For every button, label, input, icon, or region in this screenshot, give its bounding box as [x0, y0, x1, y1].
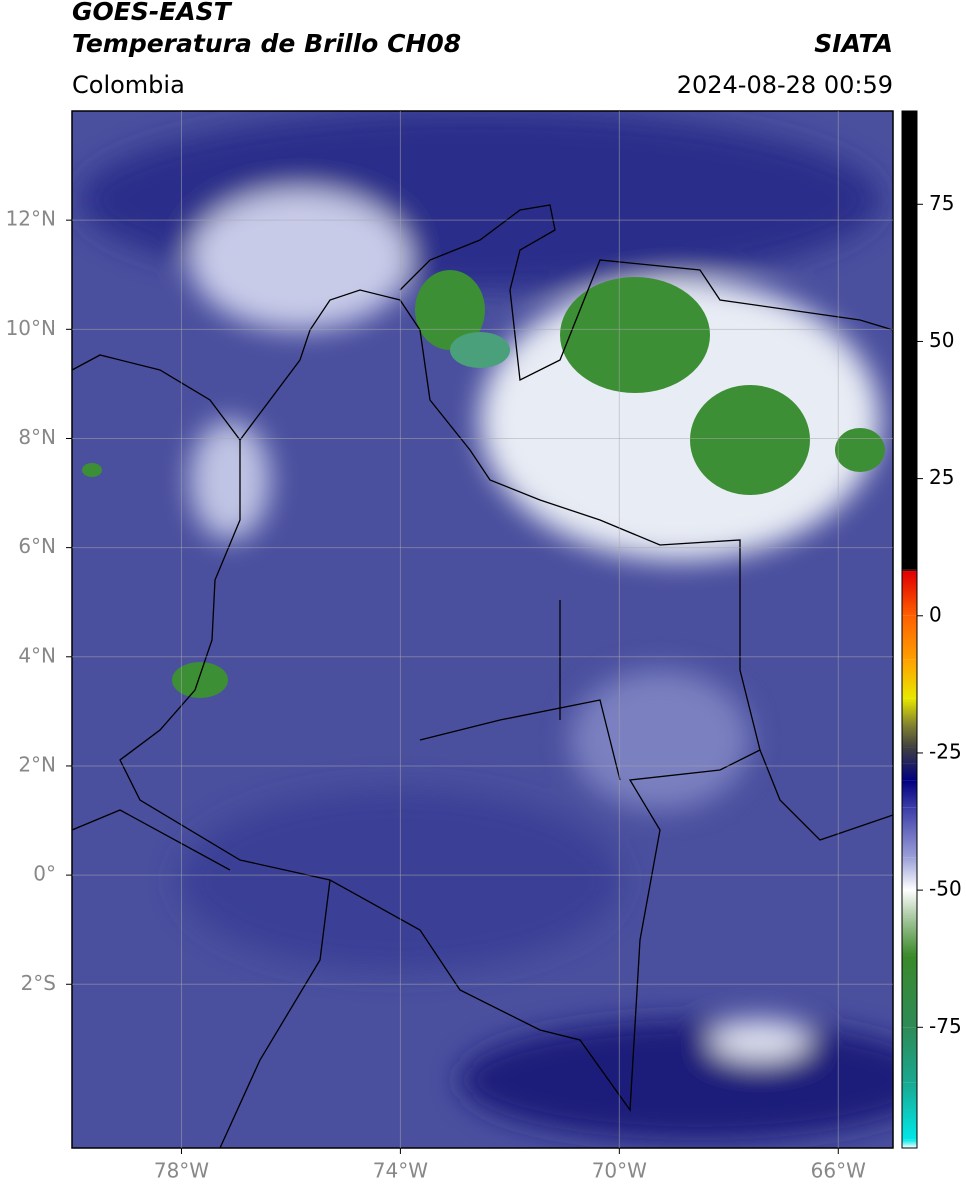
y-tick-label: 12°N: [6, 207, 56, 231]
y-tick-label: 4°N: [18, 643, 56, 667]
colorbar-segment: [902, 111, 917, 570]
colorbar-segment: [902, 1139, 917, 1148]
y-tick-label: 6°N: [18, 534, 56, 558]
colorbar-segment: [902, 1027, 917, 1083]
colorbar-tick-label: -50: [929, 877, 962, 901]
y-tick-label: 10°N: [6, 316, 56, 340]
title: GOES-EAST: [72, 0, 233, 26]
colorbar-tick-label: 50: [929, 328, 954, 352]
map-frame: [71, 110, 894, 1149]
source: SIATA: [814, 29, 893, 58]
colorbar-frame: [901, 110, 918, 1149]
satellite-image: [72, 111, 893, 1148]
colorbar: 75 50 25 0 -25 -50 -75: [902, 111, 962, 1148]
colorbar-tick-label: -75: [929, 1014, 962, 1038]
colorbar-segment: [902, 1082, 917, 1140]
x-tick-label: 70°W: [592, 1159, 647, 1183]
colorbar-segment: [902, 857, 917, 891]
y-tick-label: 2°S: [21, 971, 56, 995]
colorbar-segment: [902, 917, 917, 956]
x-tick-label: 74°W: [373, 1159, 428, 1183]
colorbar-segment: [902, 569, 917, 572]
colorbar-tick-label: 0: [929, 602, 942, 626]
x-tick-label: 66°W: [811, 1159, 866, 1183]
colorbar-segment: [902, 890, 917, 918]
colorbar-segment: [902, 659, 917, 699]
timestamp: 2024-08-28 00:59: [677, 71, 893, 99]
x-tick-label: 78°W: [154, 1159, 209, 1183]
colorbar-segment: [902, 725, 917, 748]
region: Colombia: [72, 71, 185, 99]
colorbar-segment: [902, 571, 917, 616]
subtitle: Temperatura de Brillo CH08: [72, 29, 461, 58]
colorbar-tick-label: -25: [929, 739, 962, 763]
y-tick-label: 8°N: [18, 425, 56, 449]
colorbar-segment: [902, 747, 917, 764]
colorbar-segment: [902, 955, 917, 1028]
colorbar-segment: [902, 698, 917, 726]
colorbar-segment: [902, 807, 917, 858]
colorbar-segment: [902, 615, 917, 660]
y-tick-label: 2°N: [18, 752, 56, 776]
y-tick-label: 0°: [33, 862, 56, 886]
colorbar-tick-label: 75: [929, 191, 954, 215]
colorbar-tick-label: 25: [929, 465, 954, 489]
colorbar-segment: [902, 780, 917, 808]
colorbar-segment: [902, 763, 917, 781]
